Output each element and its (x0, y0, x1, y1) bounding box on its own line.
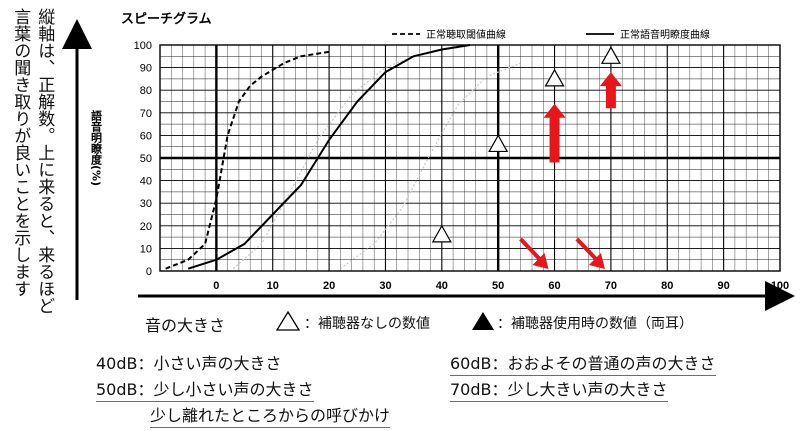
y-note-1: 縦軸は、正解数。上に来ると、来るほど (34, 8, 55, 314)
y-tick-50: 50 (140, 153, 152, 165)
y-tick-10: 10 (140, 243, 152, 255)
y-tick-60: 60 (140, 130, 152, 142)
down-arrow-shaft-70 (575, 237, 599, 262)
level-50-sub: 少し離れたところからの呼びかけ (150, 402, 391, 428)
curve-normal (187, 44, 471, 270)
down-arrow-head-60 (532, 253, 549, 269)
level-50-db: 50dB (96, 380, 138, 399)
level-50-desc: ：少し小さい声の大きさ (137, 380, 314, 399)
unaided-legend-icon (276, 310, 300, 331)
aided-legend-label: ：補聴器使用時の数値（両耳） (497, 316, 693, 332)
y-tick-20: 20 (140, 221, 152, 233)
x-tick-10: 10 (267, 280, 279, 292)
unaided-marker-40 (431, 224, 452, 243)
unaided-marker-70 (600, 46, 621, 64)
y-tick-40: 40 (140, 176, 152, 188)
level-70-desc: ：少し大きい声の大きさ (491, 380, 668, 399)
y-note-2: 言葉の聞き取りが良いことを示します (10, 8, 31, 297)
x-tick-100: 100 (771, 280, 789, 292)
x-axis-title: 音の大きさ (145, 316, 226, 335)
x-tick-90: 90 (718, 280, 730, 292)
x-tick-70: 70 (605, 280, 617, 292)
level-70-db: 70dB (450, 380, 492, 399)
level-60-db: 60dB (450, 354, 492, 373)
down-arrow-head-70 (588, 253, 605, 269)
y-tick-0: 0 (146, 266, 152, 278)
legend-solid-label: 正常語音明瞭度曲線 (620, 28, 710, 41)
up-arrow-70 (599, 72, 622, 109)
curve-shifted-1 (232, 53, 420, 270)
level-50-line: 50dB：少し小さい声の大きさ (96, 376, 314, 402)
y-tick-30: 30 (140, 198, 152, 210)
y-axis-label: 語音明瞭度(%) (90, 109, 103, 186)
level-40-db: 40dB (96, 354, 138, 373)
up-arrow-60 (543, 103, 566, 163)
down-arrow-shaft-60 (519, 237, 542, 262)
y-tick-70: 70 (140, 108, 152, 120)
curve-shifted-2 (340, 62, 521, 270)
level-40-line: 40dB：小さい声の大きさ (96, 350, 282, 374)
x-tick-40: 40 (436, 280, 448, 292)
x-tick-50: 50 (492, 280, 504, 292)
aided-legend-icon (472, 312, 494, 330)
chart-title: スピーチグラム (121, 11, 212, 27)
y-tick-100: 100 (134, 40, 152, 52)
x-tick-20: 20 (323, 280, 335, 292)
unaided-marker-60 (544, 68, 565, 87)
legend-dashed-label: 正常聴取閾値曲線 (426, 28, 506, 41)
level-40-desc: ：小さい声の大きさ (137, 354, 282, 373)
y-tick-80: 80 (140, 85, 152, 97)
level-60-line: 60dB：おおよその普通の声の大きさ (450, 350, 716, 376)
curve-threshold (165, 50, 330, 270)
level-70-line: 70dB：少し大きい声の大きさ (450, 376, 668, 402)
unaided-legend-label: ：補聴器なしの数値 (304, 316, 430, 332)
x-tick-60: 60 (548, 280, 560, 292)
x-tick-80: 80 (661, 280, 673, 292)
unaided-marker-50 (488, 134, 509, 153)
x-tick-30: 30 (379, 280, 391, 292)
x-tick-0: 0 (213, 280, 219, 292)
level-60-desc: ：おおよその普通の声の大きさ (491, 354, 716, 373)
level-50-sub-desc: 少し離れたところからの呼びかけ (150, 406, 391, 425)
y-tick-90: 90 (140, 63, 152, 75)
